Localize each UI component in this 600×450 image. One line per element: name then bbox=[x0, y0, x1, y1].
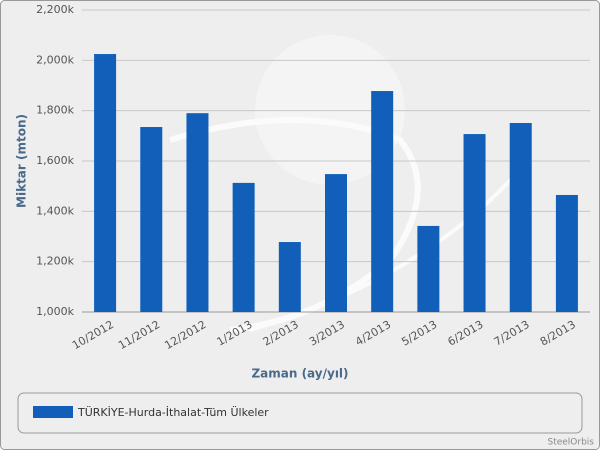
bar bbox=[186, 113, 209, 312]
y-tick-label: 1,800k bbox=[36, 104, 74, 117]
y-tick-label: 2,000k bbox=[36, 53, 74, 66]
bar bbox=[325, 174, 347, 312]
bar bbox=[417, 225, 440, 312]
y-tick-label: 2,200k bbox=[36, 3, 74, 16]
bar bbox=[509, 122, 532, 312]
y-tick-label: 1,000k bbox=[36, 305, 74, 318]
bar bbox=[371, 91, 394, 312]
legend-box bbox=[17, 392, 583, 434]
credit: SteelOrbis bbox=[547, 438, 594, 448]
watermark bbox=[169, 35, 522, 333]
bar bbox=[555, 194, 578, 312]
bar bbox=[278, 242, 301, 312]
bar bbox=[232, 182, 255, 312]
y-tick-label: 1,200k bbox=[36, 255, 74, 268]
bar bbox=[463, 134, 486, 312]
y-tick-label: 1,600k bbox=[36, 154, 74, 167]
x-axis-title: Zaman (ay/yıl) bbox=[251, 367, 348, 381]
y-tick-label: 1,400k bbox=[36, 204, 74, 217]
y-axis-title: Miktar (mton) bbox=[15, 114, 29, 208]
bar bbox=[94, 54, 117, 313]
bar bbox=[140, 127, 163, 313]
legend-swatch bbox=[33, 406, 73, 418]
legend-label: TÜRKİYE-Hurda-İthalat-Tüm Ülkeler bbox=[77, 406, 269, 419]
